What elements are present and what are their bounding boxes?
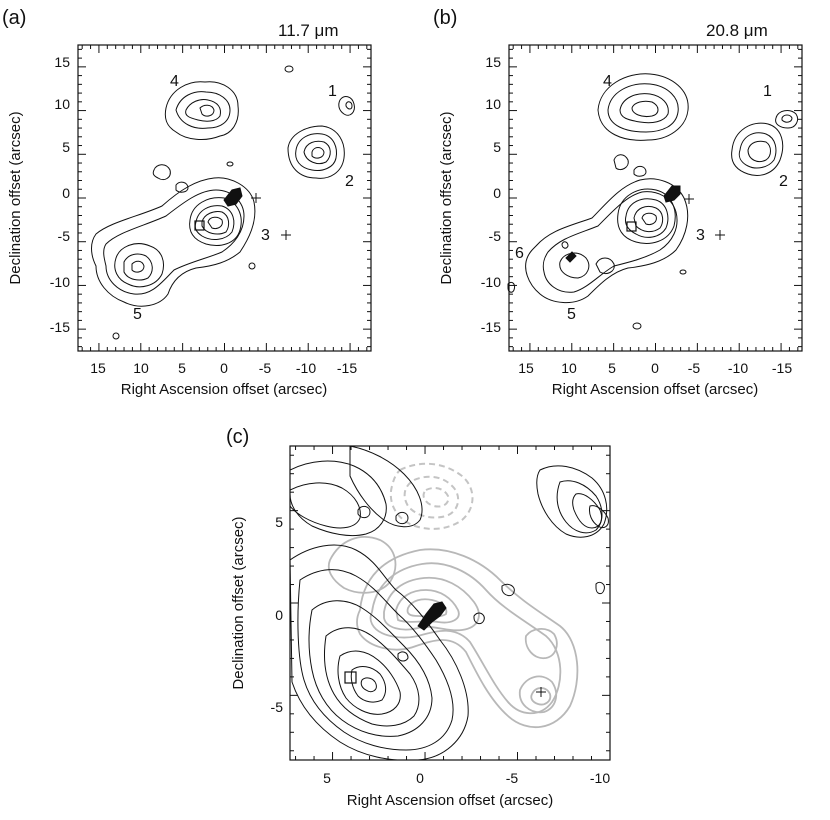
panel-a: (a) 11.7 μm 15 10 5 0 -5 -10 -15 15 10 5… [2, 7, 372, 398]
panel-a-xtick: 10 [133, 360, 149, 376]
panel-a-xtick: 0 [220, 360, 228, 376]
panel-b-source-label: 6 [515, 245, 524, 262]
panel-a-cross-marker [281, 230, 291, 240]
panel-c-ytick: 0 [275, 607, 283, 623]
panel-b-ytick: -5 [489, 228, 502, 244]
panel-a-source-label: 3 [261, 227, 270, 244]
panel-b-wavelength: 20.8 μm [706, 21, 768, 40]
panel-b-cross-marker [715, 230, 725, 240]
panel-b-ytick: -15 [481, 319, 501, 335]
panel-b-cross-marker [684, 194, 694, 204]
panel-c-contours [290, 446, 609, 760]
panel-b-xtick: 10 [561, 360, 577, 376]
panel-c-frame [289, 445, 611, 761]
panel-b-xlabel: Right Ascension offset (arcsec) [552, 381, 758, 398]
panel-a-source-label: 1 [328, 83, 337, 100]
panel-c: (c) 5 0 -5 5 0 -5 -10 Right Ascension of… [226, 426, 611, 809]
panel-b-xtick: -15 [772, 360, 792, 376]
panel-a-xtick: 15 [90, 360, 106, 376]
panel-b-ylabel: Declination offset (arcsec) [438, 111, 455, 284]
panel-b-ytick: 15 [485, 54, 501, 70]
panel-a-cross-marker [251, 193, 261, 203]
panel-c-xtick: -10 [590, 770, 610, 786]
panel-c-xlabel: Right Ascension offset (arcsec) [347, 792, 553, 809]
panel-a-ytick: 0 [62, 185, 70, 201]
panel-a-xtick: -5 [259, 360, 272, 376]
panel-a-letter: (a) [2, 7, 26, 29]
panel-a-xtick: 5 [178, 360, 186, 376]
panel-b-source-label: 4 [603, 73, 612, 90]
panel-c-ylabel: Declination offset (arcsec) [230, 516, 247, 689]
panel-b: (b) 20.8 μm 15 10 5 0 -5 -10 -15 15 10 5… [433, 7, 803, 398]
panel-c-cross-marker [536, 687, 546, 697]
panel-b-source-label: 5 [567, 306, 576, 323]
panel-b-xtick: 0 [651, 360, 659, 376]
panel-c-xtick: -5 [506, 770, 519, 786]
panel-b-ytick: 10 [485, 96, 501, 112]
panel-a-xtick: -15 [337, 360, 357, 376]
panel-c-letter: (c) [226, 426, 249, 448]
panel-b-small-blob [565, 251, 577, 263]
panel-a-ytick: 5 [62, 139, 70, 155]
panel-b-xtick: 15 [518, 360, 534, 376]
panel-b-letter: (b) [433, 7, 457, 29]
panel-c-square-marker [344, 671, 357, 684]
panel-a-source-label: 5 [133, 306, 142, 323]
panel-a-ytick: 10 [54, 96, 70, 112]
panel-b-square-marker [626, 221, 637, 232]
panel-a-ytick: -15 [50, 319, 70, 335]
panel-b-xtick: -5 [688, 360, 701, 376]
panel-a-ylabel: Declination offset (arcsec) [7, 111, 24, 284]
panel-b-xtick: 5 [608, 360, 616, 376]
panel-b-source-label: 2 [779, 173, 788, 190]
panel-b-ytick: -10 [481, 274, 501, 290]
panel-a-ytick: 15 [54, 54, 70, 70]
panel-b-xtick: -10 [728, 360, 748, 376]
panel-a-ytick: -5 [58, 228, 71, 244]
panel-c-xtick: 5 [323, 770, 331, 786]
panel-b-source-label: 3 [696, 227, 705, 244]
panel-a-core-blob [223, 187, 243, 207]
panel-b-contours [507, 73, 799, 330]
panel-a-xtick: -10 [296, 360, 316, 376]
panel-a-source-label: 4 [170, 73, 179, 90]
panel-a-ytick: -10 [50, 274, 70, 290]
panel-b-ytick: 0 [493, 185, 501, 201]
panel-c-core-blob [417, 601, 447, 631]
panel-b-ytick: 5 [493, 139, 501, 155]
panel-a-contours [91, 65, 355, 340]
panel-c-ytick: -5 [271, 699, 284, 715]
panel-b-core-blob [663, 185, 681, 203]
panel-b-source-label: 1 [763, 83, 772, 100]
panel-a-xlabel: Right Ascension offset (arcsec) [121, 381, 327, 398]
panel-b-frame [508, 44, 803, 352]
panel-c-ytick: 5 [275, 514, 283, 530]
panel-a-square-marker [194, 220, 205, 231]
panel-c-xtick: 0 [416, 770, 424, 786]
panel-a-wavelength: 11.7 μm [278, 21, 339, 40]
panel-a-source-label: 2 [345, 173, 354, 190]
